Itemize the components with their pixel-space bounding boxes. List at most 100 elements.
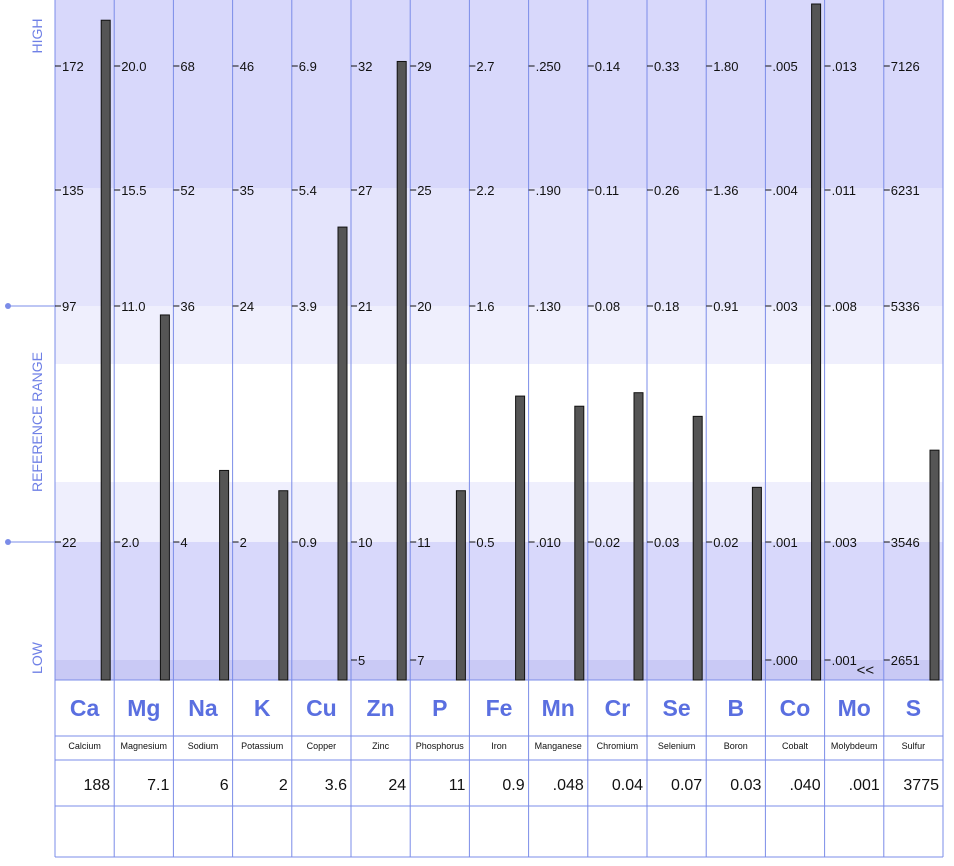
tick-label-fe: 2.2 xyxy=(476,183,494,198)
bar-mn xyxy=(574,405,585,681)
tick-label-p: 7 xyxy=(417,653,424,668)
tick-label-mg: 15.5 xyxy=(121,183,146,198)
range-band xyxy=(55,188,943,306)
tick-label-na: 4 xyxy=(180,535,187,550)
element-symbol: Co xyxy=(780,695,811,721)
tick-label-se: 0.33 xyxy=(654,59,679,74)
element-value: 188 xyxy=(83,777,110,794)
element-table: Ca Calcium 188 Mg Magnesium 7.1 Na Sodium 6 K Pota… xyxy=(68,695,939,794)
tick-label-ca: 22 xyxy=(62,535,76,550)
bar-cu xyxy=(337,226,348,681)
side-label-high: HIGH xyxy=(29,19,45,54)
element-name: Iron xyxy=(491,741,507,751)
element-value: .040 xyxy=(789,777,820,794)
tick-label-mo: .011 xyxy=(832,183,856,198)
element-value: 7.1 xyxy=(147,777,169,794)
tick-label-zn: 5 xyxy=(358,653,365,668)
element-symbol: Ca xyxy=(70,695,100,721)
tick-label-co: .000 xyxy=(772,653,797,668)
element-symbol: Mo xyxy=(838,695,871,721)
range-band xyxy=(55,0,943,188)
tick-label-k: 46 xyxy=(240,59,254,74)
element-symbol: Mn xyxy=(542,695,575,721)
element-name: Molybdeum xyxy=(831,741,878,751)
tick-label-na: 52 xyxy=(180,183,194,198)
side-label-low: LOW xyxy=(29,641,45,674)
tick-labels: 172135972220.015.511.02.0685236446352426… xyxy=(55,59,920,668)
tick-label-s: 3546 xyxy=(891,535,920,550)
tick-label-p: 25 xyxy=(417,183,431,198)
element-name: Magnesium xyxy=(121,741,168,751)
tick-label-s: 2651 xyxy=(891,653,920,668)
element-name: Potassium xyxy=(241,741,283,751)
tick-label-fe: 0.5 xyxy=(476,535,494,550)
tick-label-mn: .250 xyxy=(536,59,561,74)
element-value: 2 xyxy=(279,777,288,794)
side-label-reference-range: REFERENCE RANGE xyxy=(29,352,45,492)
bar-se xyxy=(692,415,703,681)
element-value: 0.03 xyxy=(730,777,761,794)
tick-label-se: 0.03 xyxy=(654,535,679,550)
tick-label-cu: 5.4 xyxy=(299,183,317,198)
element-value: 11 xyxy=(449,777,466,794)
element-name: Selenium xyxy=(658,741,696,751)
tick-label-co: .003 xyxy=(772,299,797,314)
element-symbol: Fe xyxy=(486,695,513,721)
element-symbol: Cr xyxy=(605,695,631,721)
tick-label-mn: .010 xyxy=(536,535,561,550)
reference-pointer-dot xyxy=(5,539,11,545)
tick-label-k: 2 xyxy=(240,535,247,550)
tick-label-fe: 2.7 xyxy=(476,59,494,74)
tick-label-b: 0.02 xyxy=(713,535,738,550)
bar-cr xyxy=(633,392,644,681)
tick-label-mg: 2.0 xyxy=(121,535,139,550)
tick-label-p: 11 xyxy=(417,535,431,550)
bar-na xyxy=(219,469,230,681)
bars: << xyxy=(100,3,940,681)
tick-label-p: 20 xyxy=(417,299,431,314)
element-value: 24 xyxy=(388,777,406,794)
tick-label-zn: 21 xyxy=(358,299,372,314)
tick-label-mg: 20.0 xyxy=(121,59,146,74)
element-name: Manganese xyxy=(535,741,582,751)
tick-label-cu: 3.9 xyxy=(299,299,317,314)
element-value: 0.07 xyxy=(671,777,702,794)
bar-mg xyxy=(159,314,170,681)
tick-label-mg: 11.0 xyxy=(121,299,145,314)
element-symbol: K xyxy=(254,695,271,721)
bar-ca xyxy=(100,19,111,681)
tick-label-co: .001 xyxy=(772,535,797,550)
element-symbol: Na xyxy=(188,695,218,721)
element-value: 6 xyxy=(220,777,229,794)
element-name: Calcium xyxy=(68,741,101,751)
element-name: Sodium xyxy=(188,741,219,751)
tick-label-cu: 6.9 xyxy=(299,59,317,74)
bar-s xyxy=(929,449,940,681)
element-name: Chromium xyxy=(597,741,639,751)
range-bands xyxy=(55,0,943,680)
tick-label-mo: .003 xyxy=(832,535,857,550)
tick-label-mo: .008 xyxy=(832,299,857,314)
range-band xyxy=(55,306,943,364)
tick-label-co: .005 xyxy=(772,59,797,74)
tick-label-ca: 97 xyxy=(62,299,76,314)
tick-label-cr: 0.08 xyxy=(595,299,620,314)
range-band xyxy=(55,364,943,482)
element-value: .001 xyxy=(849,777,880,794)
range-band xyxy=(55,660,943,680)
tick-label-p: 29 xyxy=(417,59,431,74)
element-symbol: Cu xyxy=(306,695,337,721)
bar-p xyxy=(455,490,466,681)
tick-label-co: .004 xyxy=(772,183,797,198)
annotation-mo: << xyxy=(857,662,875,679)
tick-label-k: 24 xyxy=(240,299,254,314)
reference-pointer-dot xyxy=(5,303,11,309)
grid-lines xyxy=(5,0,944,858)
bar-co xyxy=(811,3,822,681)
tick-label-cr: 0.02 xyxy=(595,535,620,550)
element-symbol: P xyxy=(432,695,447,721)
tick-label-mo: .013 xyxy=(832,59,857,74)
element-name: Sulfur xyxy=(902,741,926,751)
range-band xyxy=(55,482,943,542)
